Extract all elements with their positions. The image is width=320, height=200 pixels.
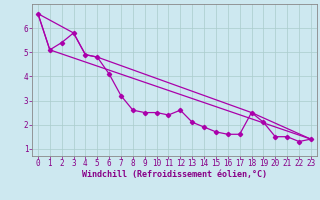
X-axis label: Windchill (Refroidissement éolien,°C): Windchill (Refroidissement éolien,°C) — [82, 170, 267, 179]
